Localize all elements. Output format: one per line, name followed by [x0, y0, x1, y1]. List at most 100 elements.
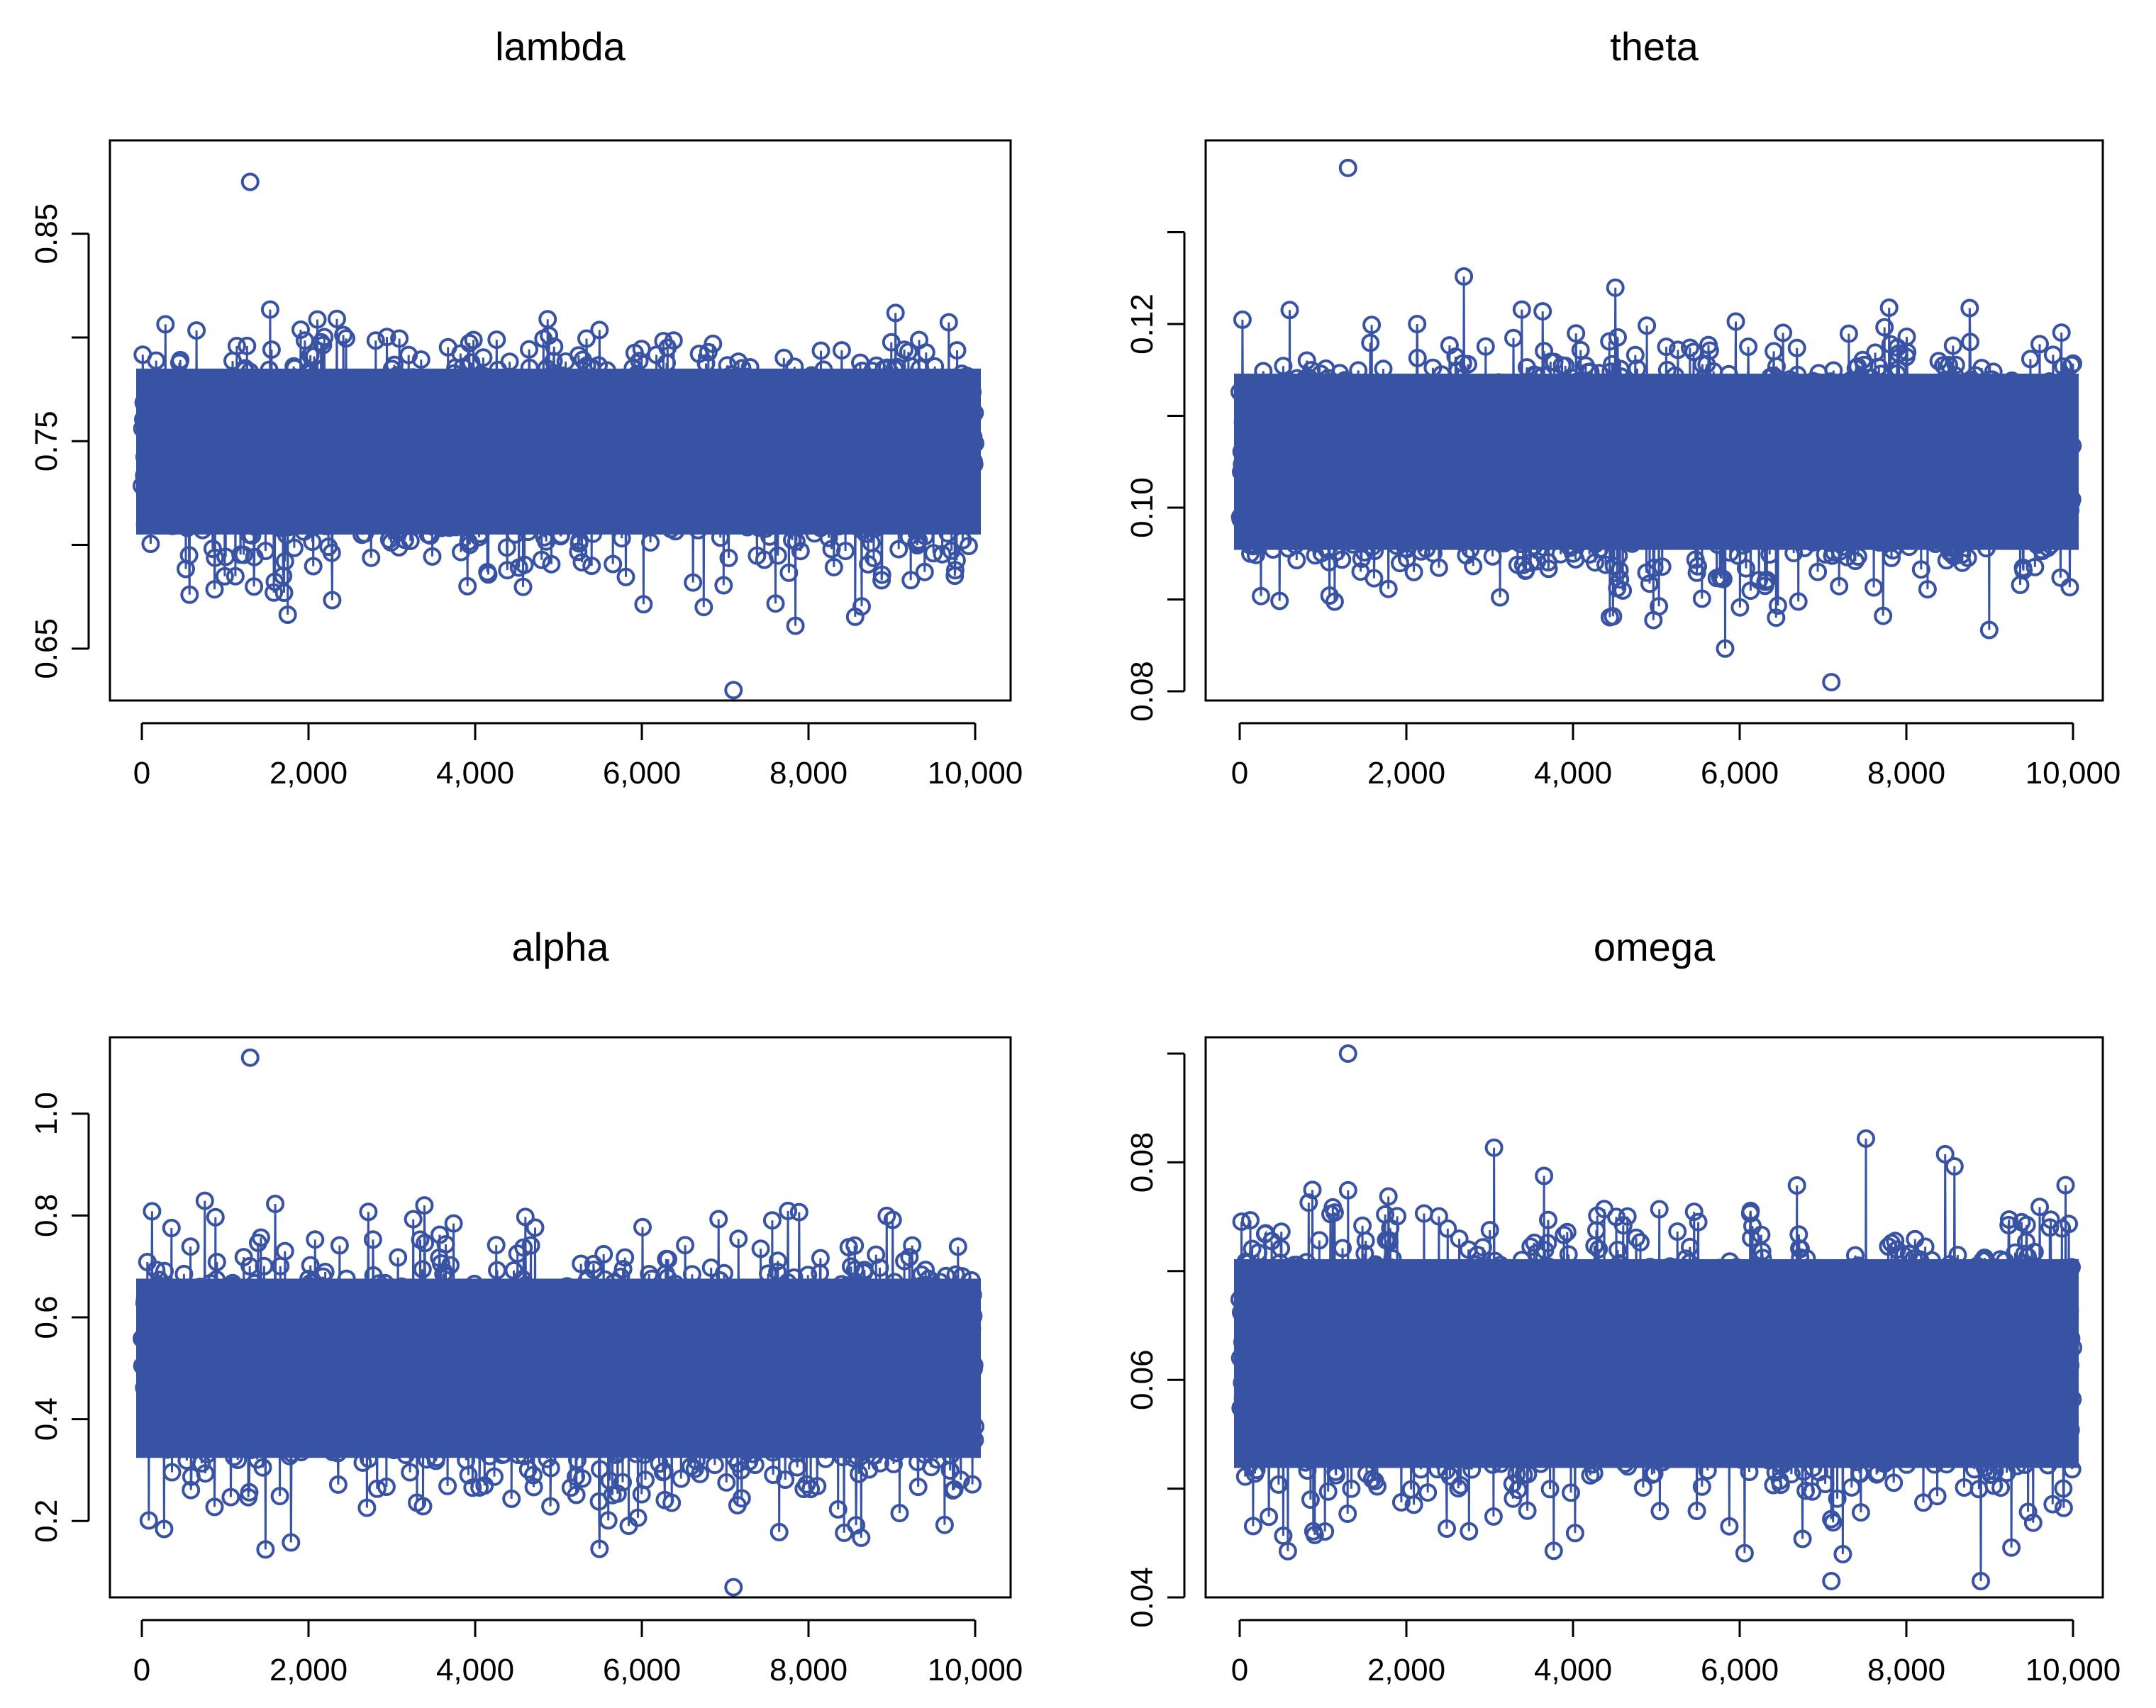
sample-point — [464, 379, 482, 398]
x-tick-label: 2,000 — [270, 756, 348, 791]
sample-point — [716, 414, 735, 433]
y-tick-label: 0.65 — [29, 618, 64, 679]
sample-point — [323, 591, 342, 610]
x-tick-label: 10,000 — [928, 756, 1023, 791]
trace-series — [1230, 158, 2082, 692]
x-tick-label: 8,000 — [1867, 756, 1945, 791]
sample-point — [230, 515, 249, 535]
sample-point — [953, 530, 972, 549]
sample-point — [256, 542, 275, 561]
sample-point — [180, 585, 199, 604]
sample-point — [674, 499, 694, 518]
sample-point — [915, 562, 934, 581]
sample-point — [591, 456, 611, 474]
trace-points — [133, 172, 984, 700]
sample-point — [478, 511, 497, 530]
sample-point — [636, 373, 655, 392]
y-tick-label: 0.08 — [1125, 661, 1160, 722]
sample-point — [635, 496, 654, 515]
sample-point — [577, 329, 596, 348]
x-axis: 0 2,000 4,000 6,000 8,000 10,000 — [1231, 722, 2121, 791]
sample-point — [498, 561, 517, 580]
sample-point — [532, 550, 551, 569]
x-tick-label: 6,000 — [1701, 756, 1779, 791]
sample-point — [680, 371, 699, 390]
sample-point — [660, 370, 679, 389]
sample-point-extreme — [1338, 158, 1357, 177]
sample-point — [460, 333, 479, 352]
sample-point — [1238, 441, 1257, 460]
x-axis: 0 2,000 4,000 6,000 8,000 10,000 — [133, 722, 1023, 791]
sample-point — [303, 532, 322, 552]
sample-point — [305, 461, 324, 480]
sample-point — [811, 341, 830, 360]
sample-point — [262, 340, 281, 359]
sample-point — [694, 598, 713, 617]
panel-title: alpha — [511, 925, 609, 969]
sample-point — [401, 531, 420, 550]
sample-point — [423, 547, 442, 566]
sample-point — [773, 509, 792, 528]
sample-point — [282, 485, 301, 504]
sample-point — [711, 528, 730, 547]
y-tick-label: 0.12 — [1125, 294, 1160, 355]
sample-point — [865, 549, 883, 567]
sample-point — [696, 354, 716, 373]
sample-point — [704, 334, 723, 353]
sample-point — [1265, 385, 1284, 404]
sample-point — [512, 503, 531, 523]
panel-title: lambda — [495, 24, 626, 69]
sample-point — [521, 398, 540, 418]
sample-point — [479, 565, 498, 584]
trace-series — [133, 1048, 984, 1597]
sample-point — [948, 341, 967, 360]
sample-point — [497, 538, 516, 557]
sample-point — [308, 310, 327, 329]
sample-point — [226, 566, 245, 586]
sample-point — [147, 351, 166, 370]
sample-point — [1252, 586, 1270, 605]
x-tick-label: 0 — [1231, 756, 1248, 791]
sample-point — [243, 526, 262, 545]
sample-point — [215, 566, 234, 586]
sample-point — [274, 584, 294, 602]
sample-point — [156, 315, 175, 334]
sample-point — [852, 597, 871, 616]
sample-point — [569, 542, 588, 562]
sample-point — [385, 355, 404, 374]
sample-point — [965, 454, 984, 474]
sample-point — [956, 492, 975, 511]
sample-point — [238, 336, 257, 355]
x-tick-label: 0 — [133, 756, 150, 791]
sample-point — [774, 348, 794, 367]
sample-point — [1260, 520, 1279, 540]
sample-point — [916, 527, 935, 545]
sample-point — [924, 544, 943, 563]
sample-point — [819, 500, 838, 519]
sample-point — [464, 330, 483, 350]
sample-point — [735, 385, 755, 404]
sample-point — [322, 543, 341, 562]
sample-point — [738, 367, 756, 386]
sample-point — [273, 498, 292, 518]
sample-point — [355, 524, 374, 543]
sample-point — [901, 357, 921, 376]
sample-point — [293, 483, 311, 502]
sample-point — [305, 347, 323, 366]
sample-point — [227, 337, 246, 355]
sample-point — [760, 527, 779, 546]
sample-point — [456, 513, 475, 532]
sample-point-extreme — [1822, 673, 1841, 692]
sample-point — [500, 352, 519, 372]
sample-point — [926, 357, 945, 376]
sample-point — [366, 331, 385, 350]
sample-point — [362, 548, 381, 567]
y-tick-label: 0.85 — [29, 203, 64, 264]
sample-point — [520, 340, 538, 359]
sample-point — [182, 369, 201, 389]
sample-point — [525, 513, 544, 532]
sample-point — [328, 309, 346, 328]
sample-point — [732, 389, 751, 408]
x-tick-label: 4,000 — [436, 756, 514, 791]
